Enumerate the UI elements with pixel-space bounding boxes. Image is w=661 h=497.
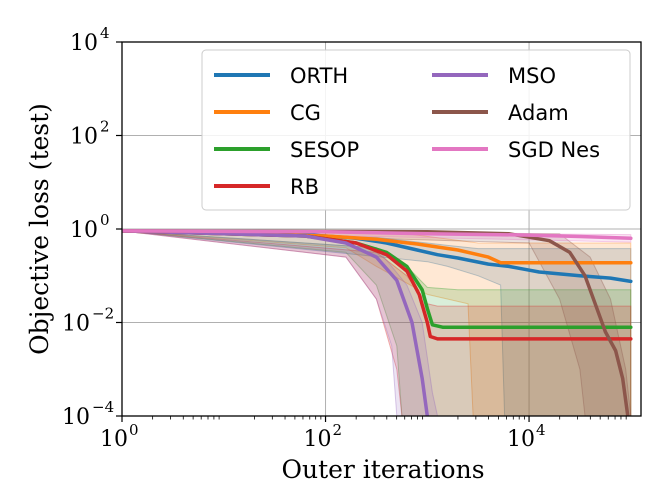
legend-label-cg: CG: [290, 101, 321, 125]
series-lines: [122, 229, 633, 416]
line-cg: [122, 229, 633, 265]
legend-box: [201, 49, 631, 211]
y-tick-exponent: 2: [100, 118, 110, 136]
line-mso: [122, 229, 430, 416]
legend-label-adam: Adam: [508, 101, 569, 125]
x-tick-exponent: 4: [536, 421, 546, 439]
y-tick-exponent: 0: [100, 211, 110, 229]
y-tick-label: 10: [70, 218, 98, 243]
y-tick-exponent: −2: [92, 305, 114, 323]
y-tick-exponent: 4: [100, 24, 110, 42]
line-sgd-nes: [122, 229, 633, 241]
legend-label-orth: ORTH: [290, 64, 348, 88]
x-tick-label: 10: [100, 427, 128, 452]
band-cg: [122, 230, 632, 416]
y-tick-label: 10: [70, 125, 98, 150]
y-tick-label: 10: [70, 31, 98, 56]
x-tick-label: 10: [507, 427, 535, 452]
legend-label-rb: RB: [290, 175, 319, 199]
legend-label-sesop: SESOP: [290, 138, 359, 162]
legend-label-sgd-nes: SGD Nes: [508, 138, 600, 162]
band-rb: [122, 230, 632, 416]
axis-ticks: 10 0 10 2 10 410 −410 −210 010 210 4: [62, 24, 627, 452]
x-tick-exponent: 2: [333, 421, 343, 439]
band-adam: [122, 230, 632, 416]
x-axis-label: Outer iterations: [281, 455, 484, 484]
confidence-bands: [122, 230, 632, 416]
legend-label-mso: MSO: [508, 64, 556, 88]
band-mso: [122, 230, 439, 416]
y-tick-exponent: −4: [92, 398, 114, 416]
band-orth: [122, 230, 632, 416]
y-axis-label: Objective loss (test): [25, 103, 54, 355]
y-tick-label: 10: [62, 405, 90, 430]
x-tick-label: 10: [304, 427, 332, 452]
x-tick-exponent: 0: [129, 421, 139, 439]
y-tick-label: 10: [62, 312, 90, 337]
legend: ORTH CG SESOP RB MSO Adam SGD Nes: [201, 49, 631, 211]
